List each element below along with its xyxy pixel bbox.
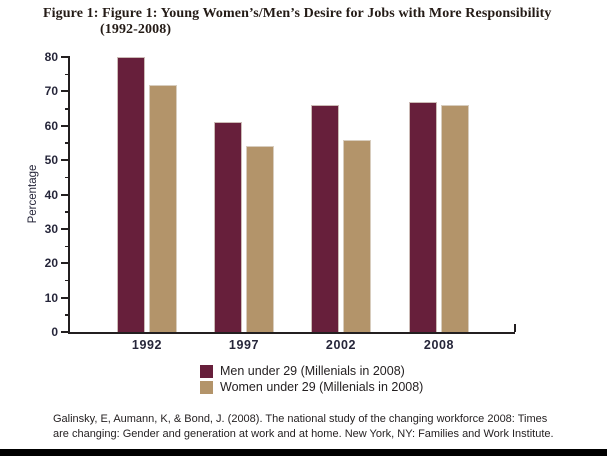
x-axis-endcap xyxy=(514,324,516,332)
y-tick-label: 80 xyxy=(44,50,58,64)
y-axis-tick xyxy=(65,108,70,110)
citation-text: Galinsky, E, Aumann, K, & Bond, J. (2008… xyxy=(53,413,554,440)
bar-men-1992 xyxy=(117,57,145,332)
bar-women-1992 xyxy=(149,84,177,332)
figure-title-line2: (1992-2008) xyxy=(100,22,172,37)
y-tick-label: 10 xyxy=(44,290,58,305)
y-axis-tick xyxy=(61,124,70,127)
y-axis-tick xyxy=(61,193,70,196)
legend-swatch xyxy=(200,364,213,378)
y-axis-tick xyxy=(61,262,70,265)
y-tick-label: 60 xyxy=(44,118,58,133)
y-tick-label: 20 xyxy=(44,256,58,271)
y-axis-tick xyxy=(61,159,70,162)
chart-legend: Men under 29 (Millenials in 2008) Women u… xyxy=(200,363,423,395)
x-tick-label: 1992 xyxy=(131,338,163,352)
bar-women-1997 xyxy=(246,146,274,332)
y-axis-tick xyxy=(65,211,70,213)
bar-men-2002 xyxy=(311,105,339,332)
y-tick-label: 0 xyxy=(51,325,58,339)
y-axis-tick xyxy=(65,142,70,144)
y-axis-tick xyxy=(65,176,70,179)
y-axis-tick xyxy=(61,56,70,58)
y-axis-tick xyxy=(61,90,70,93)
bar-men-1997 xyxy=(214,122,242,332)
legend-item: Women under 29 (Millenials in 2008) xyxy=(200,379,423,395)
y-axis-tick xyxy=(65,245,70,248)
y-axis-tick xyxy=(65,279,70,282)
bar-women-2008 xyxy=(441,105,469,332)
legend-item: Men under 29 (Millenials in 2008) xyxy=(200,363,423,379)
y-tick-label: 50 xyxy=(44,153,58,168)
bar-women-2002 xyxy=(343,139,371,332)
x-tick-label: 1997 xyxy=(228,338,260,352)
bottom-black-bar xyxy=(0,449,607,456)
y-axis-tick xyxy=(61,296,70,299)
y-axis-tick xyxy=(61,331,70,333)
y-axis-tick xyxy=(65,314,70,316)
y-tick-label: 30 xyxy=(44,221,58,236)
x-tick-label: 2002 xyxy=(325,338,357,352)
legend-label: Men under 29 (Millenials in 2008) xyxy=(220,364,405,378)
y-tick-label: 70 xyxy=(44,84,58,99)
figure-title: Figure 1: Figure 1: Young Women’s/Men’s … xyxy=(43,6,598,38)
x-tick-label: 2008 xyxy=(423,338,455,352)
y-axis-tick xyxy=(65,73,70,76)
y-axis-tick xyxy=(61,227,70,230)
figure-title-line1: Figure 1: Figure 1: Young Women’s/Men’s … xyxy=(43,6,552,21)
y-tick-label: 40 xyxy=(44,187,58,202)
bar-men-2008 xyxy=(409,101,437,332)
legend-label: Women under 29 (Millenials in 2008) xyxy=(220,380,424,394)
plot-area: 0 10 20 30 40 50 60 70 80 1992 1997 2002 2008 xyxy=(45,50,516,352)
legend-swatch xyxy=(200,380,213,394)
